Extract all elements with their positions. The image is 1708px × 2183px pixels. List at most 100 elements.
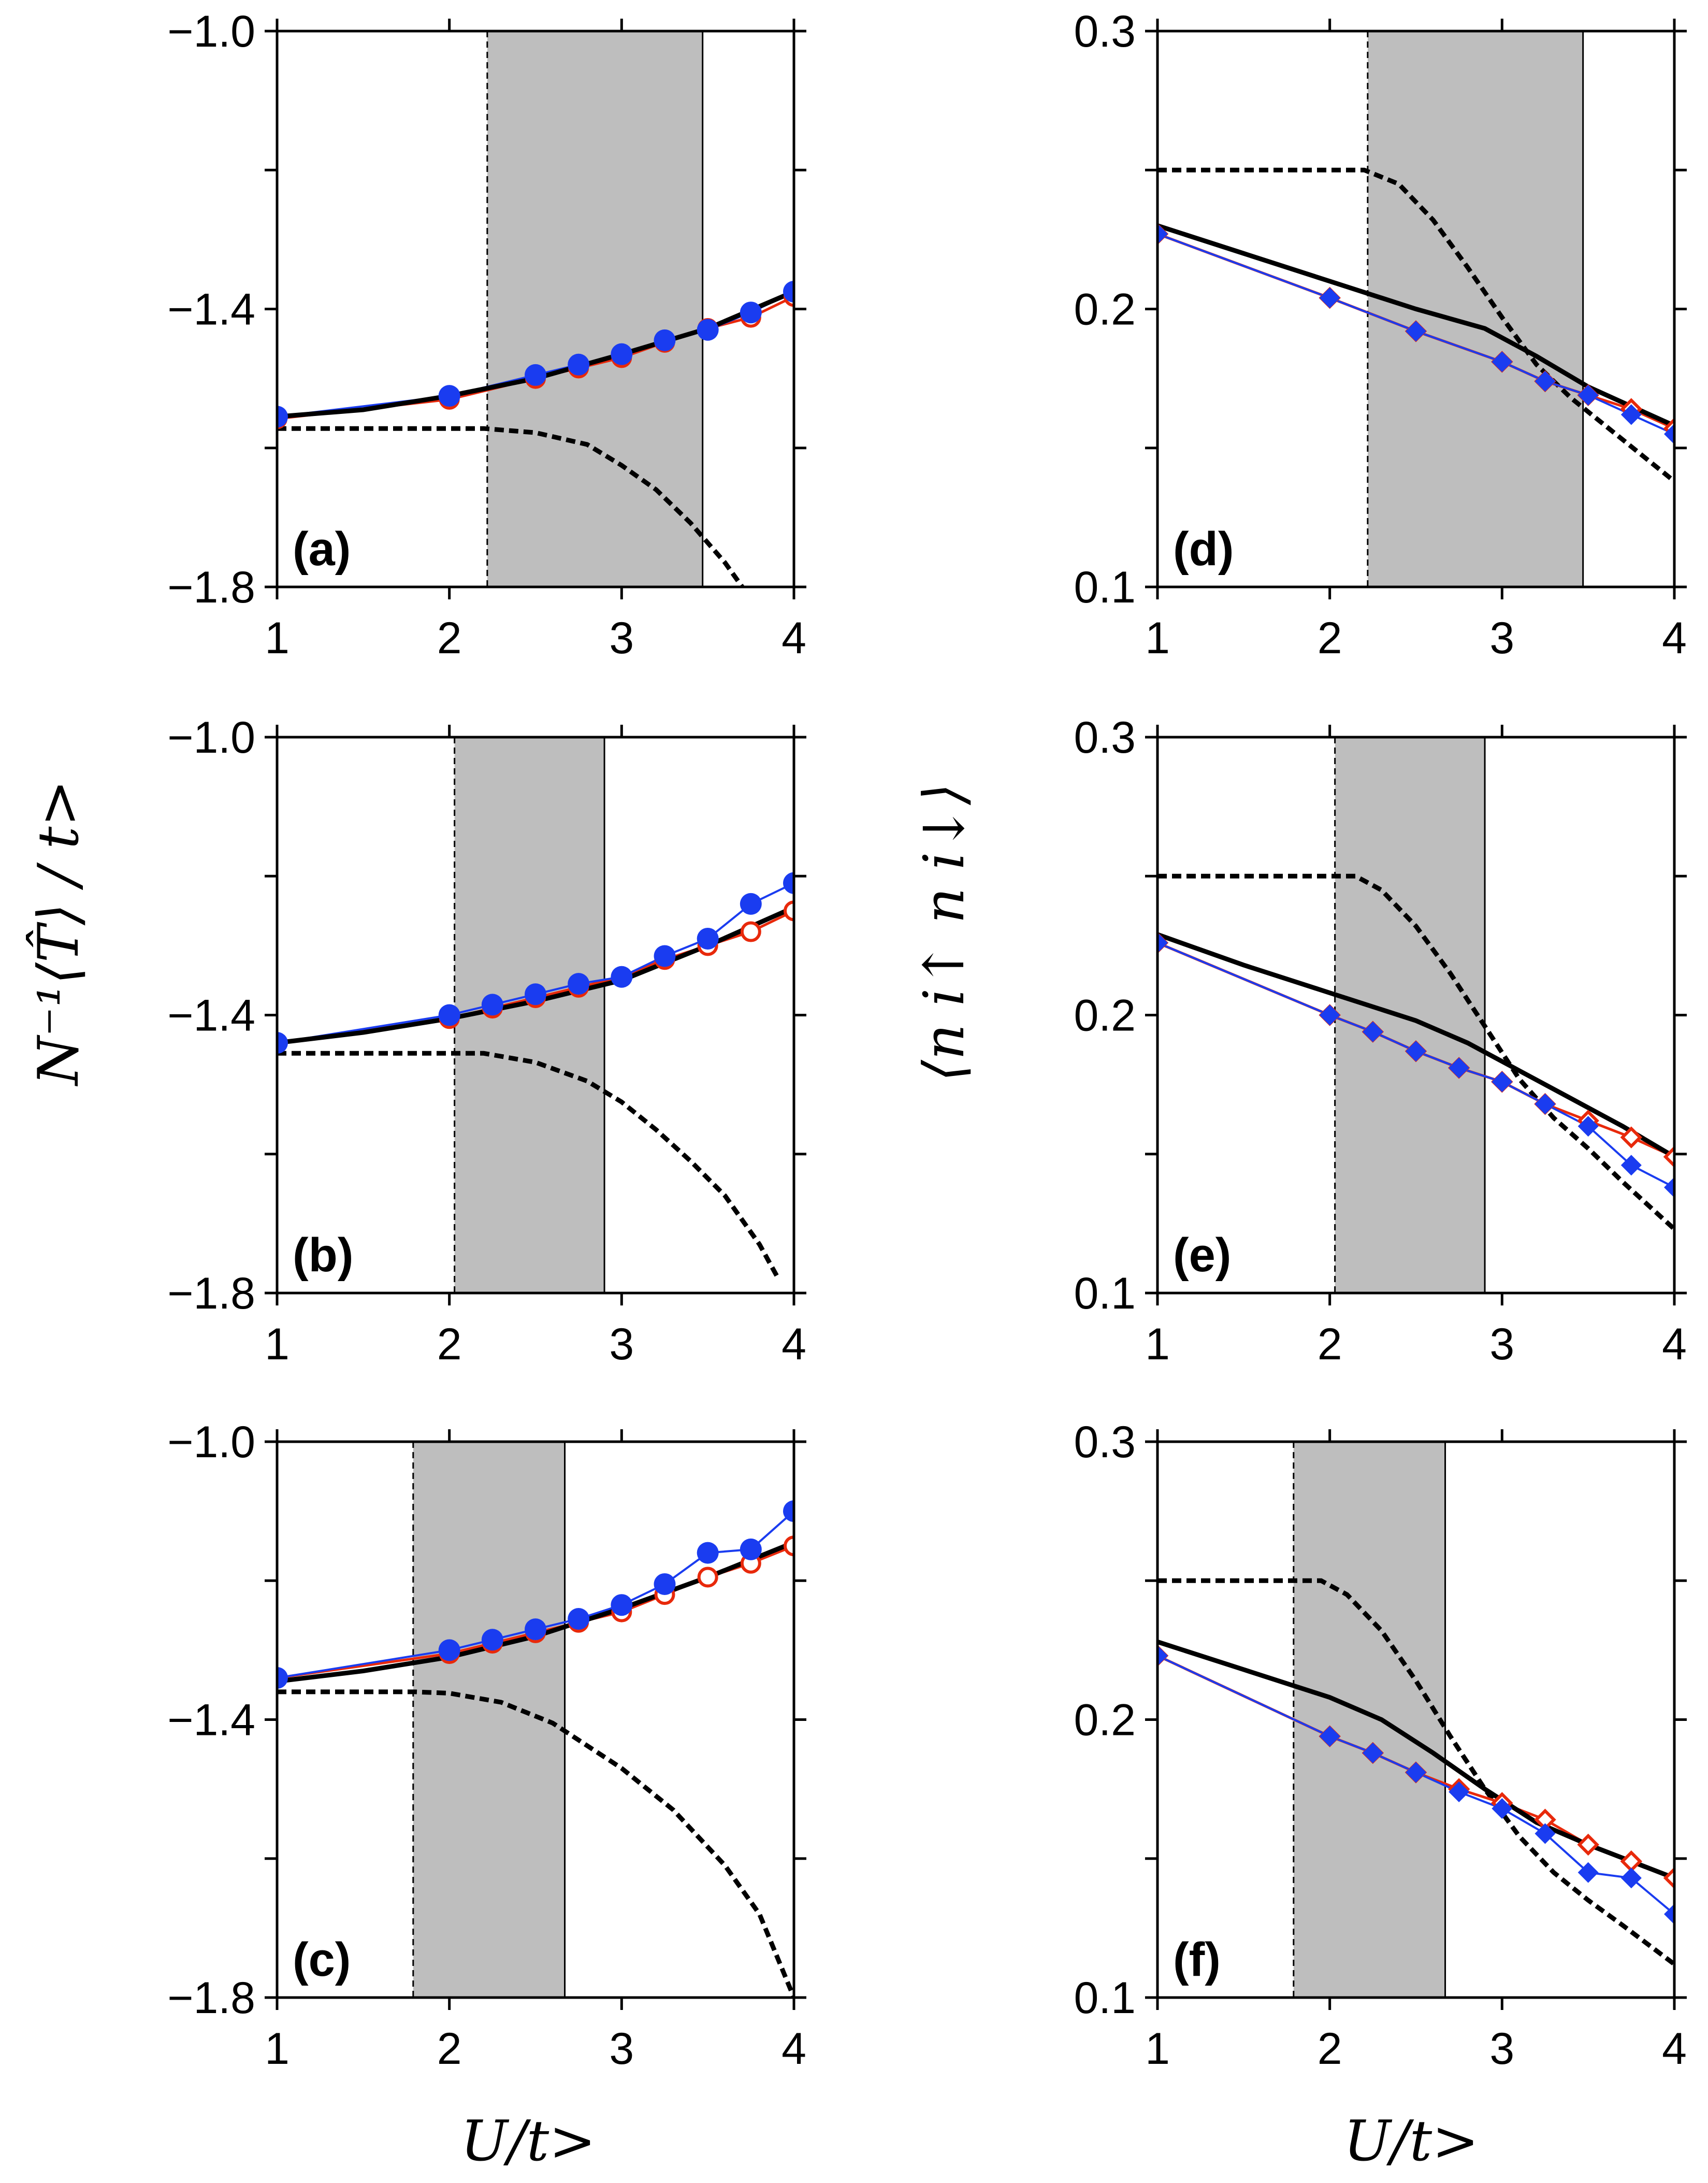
- y-tick-label: 0.2: [1074, 991, 1136, 1041]
- blue-point: [1362, 1021, 1383, 1042]
- x-tick-label: 4: [781, 613, 806, 663]
- red-point: [784, 900, 794, 922]
- blue-point: [277, 406, 288, 428]
- blue-point: [783, 280, 794, 303]
- blue-point: [1157, 223, 1168, 245]
- panel-label: (c): [293, 1933, 351, 1986]
- panel-c: 1 2 3 4 −1.0 −1.4 −1.8 (c): [167, 1417, 806, 2074]
- panel-label: (f): [1173, 1933, 1221, 1986]
- solid-black-series: [1157, 1640, 1674, 1880]
- blue-point: [1577, 1862, 1599, 1883]
- blue-point: [1664, 423, 1674, 444]
- blue-point: [568, 353, 590, 376]
- data-layer: [1157, 167, 1674, 483]
- blue-point: [1362, 1742, 1383, 1763]
- blue-point: [654, 945, 676, 967]
- x-tick-label: 1: [1145, 2024, 1170, 2074]
- blue-point: [1406, 321, 1426, 342]
- y-tick-label: 0.1: [1074, 1269, 1136, 1318]
- shaded-region: [487, 31, 703, 587]
- y-tick-label: −1.8: [167, 563, 255, 612]
- blue-point: [1319, 1004, 1340, 1026]
- blue-point: [1157, 932, 1168, 954]
- x-tick-label: 2: [1318, 1319, 1342, 1369]
- blue-series-line: [1157, 942, 1674, 1188]
- blue-point: [1406, 1762, 1426, 1783]
- data-layer: [277, 1500, 794, 1998]
- blue-point: [1577, 384, 1599, 406]
- blue-point: [783, 1500, 794, 1523]
- blue-point: [1535, 1823, 1556, 1844]
- x-tick-label: 4: [781, 1319, 806, 1369]
- blue-point: [1449, 1781, 1470, 1802]
- y-tick-label: 0.3: [1074, 713, 1136, 763]
- x-tick-label: 2: [437, 613, 462, 663]
- blue-point: [697, 1542, 719, 1564]
- x-tick-label: 4: [781, 2024, 806, 2074]
- shaded-region: [1335, 737, 1485, 1293]
- red-point: [1620, 1850, 1643, 1873]
- blue-point: [1492, 351, 1513, 372]
- blue-series-line: [1157, 1655, 1674, 1915]
- blue-point: [740, 301, 762, 324]
- x-tick-label: 3: [1489, 1319, 1514, 1369]
- blue-point: [1664, 1904, 1674, 1925]
- blue-point: [277, 1032, 288, 1054]
- data-layer: [277, 280, 794, 587]
- panel-label: (d): [1173, 523, 1234, 576]
- shaded-region: [1367, 31, 1583, 587]
- blue-point: [1535, 1094, 1556, 1115]
- panel-a: 1 2 3 4 −1.0 −1.4 −1.8 (a): [167, 7, 806, 663]
- red-point: [1663, 1145, 1674, 1168]
- data-layer: [277, 872, 794, 1277]
- dashed-black-series: [1157, 167, 1674, 483]
- x-tick-label: 2: [1318, 613, 1342, 663]
- y-tick-label: 0.3: [1074, 7, 1136, 56]
- blue-point: [568, 1608, 590, 1630]
- blue-point: [740, 1538, 762, 1560]
- panel-d: 1 2 3 4 0.3 0.2 0.1 (d): [1074, 7, 1687, 663]
- solid-black-series: [1157, 223, 1674, 428]
- shaded-region: [1293, 1442, 1445, 1998]
- dashed-black-series: [277, 1689, 794, 1998]
- panel-label: (a): [293, 523, 351, 576]
- red-point: [784, 1535, 794, 1557]
- blue-point: [654, 1573, 676, 1595]
- blue-point: [611, 966, 633, 988]
- red-point: [1577, 1833, 1599, 1856]
- blue-point: [438, 1639, 460, 1661]
- blue-point: [611, 343, 633, 365]
- panel-label: (e): [1173, 1229, 1231, 1282]
- x-tick-label: 3: [609, 613, 634, 663]
- red-point: [1663, 1867, 1674, 1889]
- blue-point: [1577, 1116, 1599, 1137]
- panel-f: 1 2 3 4 0.3 0.2 0.1 (f): [1074, 1417, 1687, 2074]
- blue-point: [1406, 1041, 1426, 1062]
- red-point: [740, 921, 761, 942]
- y-tick-label: −1.4: [167, 991, 255, 1041]
- x-tick-label: 3: [1489, 613, 1514, 663]
- y-tick-label: −1.4: [167, 1696, 255, 1745]
- blue-point: [1620, 404, 1642, 425]
- y-axis-title-right: ⟨n i↑ n i↓⟩: [912, 783, 977, 1082]
- blue-point: [740, 893, 762, 915]
- y-tick-label: 0.1: [1074, 1973, 1136, 2023]
- dashed-black-series: [277, 426, 744, 587]
- x-tick-label: 4: [1662, 2024, 1687, 2074]
- blue-point: [481, 994, 503, 1016]
- red-point: [1620, 1126, 1643, 1148]
- x-tick-label: 2: [437, 2024, 462, 2074]
- y-tick-label: 0.3: [1074, 1417, 1136, 1467]
- blue-point: [1492, 1798, 1513, 1819]
- blue-point: [438, 385, 460, 407]
- x-tick-label: 1: [1145, 613, 1170, 663]
- y-tick-label: −1.8: [167, 1269, 255, 1318]
- y-tick-label: 0.2: [1074, 285, 1136, 335]
- blue-point: [611, 1594, 633, 1616]
- x-axis-title-right: U/t>: [1343, 2109, 1479, 2174]
- y-tick-label: −1.0: [167, 7, 255, 56]
- panel-e: 1 2 3 4 0.3 0.2 0.1 (e): [1074, 713, 1687, 1369]
- blue-point: [525, 364, 546, 386]
- solid-black-series: [1157, 932, 1674, 1159]
